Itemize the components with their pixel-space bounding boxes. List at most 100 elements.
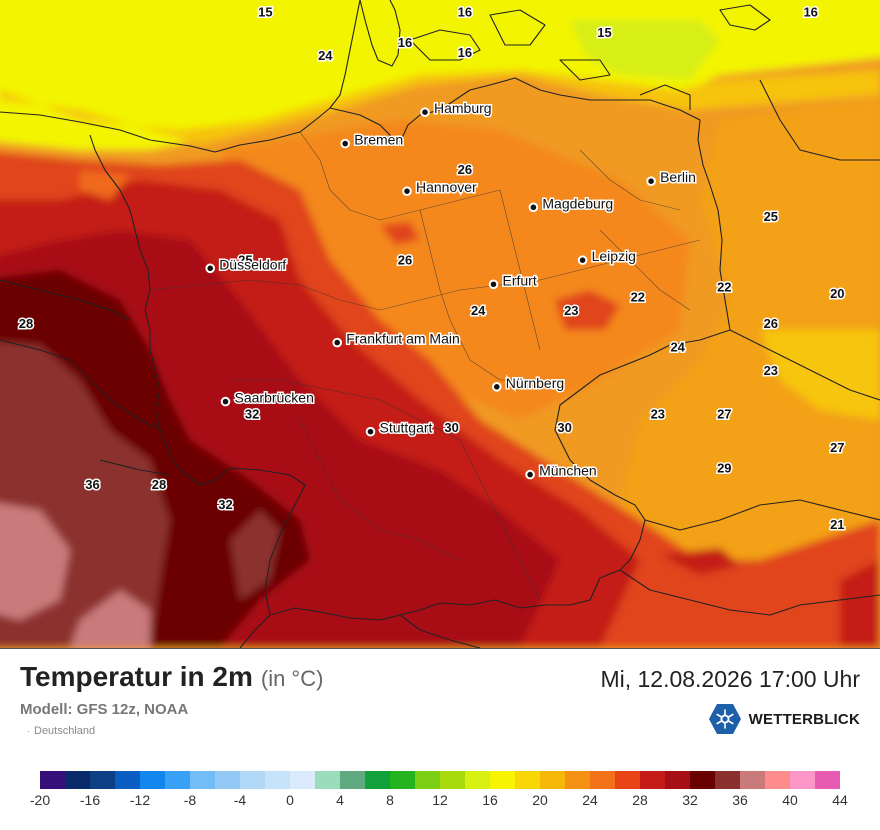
region-bullet-icon: · xyxy=(27,726,30,736)
legend-color-step xyxy=(740,771,765,789)
temperature-value: 15 xyxy=(258,5,272,20)
legend-color-step xyxy=(565,771,590,789)
legend-color-step xyxy=(365,771,390,789)
temperature-value: 26 xyxy=(458,162,472,177)
city-marker-magdeburg[interactable]: Magdeburg xyxy=(528,194,615,213)
legend-color-step xyxy=(265,771,290,789)
legend-tick-label: 8 xyxy=(386,792,394,808)
city-marker-bremen[interactable]: Bremen xyxy=(340,130,405,149)
city-label: Frankfurt am Main xyxy=(346,331,460,347)
temperature-value: 26 xyxy=(398,253,412,268)
legend-color-step xyxy=(340,771,365,789)
city-marker-nurnberg[interactable]: Nürnberg xyxy=(492,373,566,392)
legend-color-step xyxy=(815,771,840,789)
legend-tick-label: 16 xyxy=(482,792,498,808)
city-label: Hannover xyxy=(416,179,477,195)
temperature-value: 16 xyxy=(458,45,472,60)
city-label: Düsseldorf xyxy=(219,256,286,272)
legend-tick-label: -8 xyxy=(183,792,197,808)
legend-color-step xyxy=(440,771,465,789)
legend-color-step xyxy=(240,771,265,789)
temperature-value: 25 xyxy=(764,209,778,224)
city-dot-icon xyxy=(332,337,343,348)
temperature-value: 36 xyxy=(85,477,99,492)
temperature-value: 24 xyxy=(670,340,685,355)
city-marker-stuttgart[interactable]: Stuttgart xyxy=(365,418,434,437)
city-label: Magdeburg xyxy=(542,195,613,211)
temperature-value: 22 xyxy=(717,279,731,294)
legend-tick-label: 24 xyxy=(582,792,598,808)
city-marker-frankfurt-am-main[interactable]: Frankfurt am Main xyxy=(332,329,461,348)
city-dot-icon xyxy=(525,469,535,480)
temperature-value: 21 xyxy=(830,517,844,532)
legend-color-step xyxy=(540,771,565,789)
forecast-datetime: Mi, 12.08.2026 17:00 Uhr xyxy=(600,666,860,692)
city-marker-hannover[interactable]: Hannover xyxy=(402,178,479,197)
temperature-value: 32 xyxy=(245,407,259,422)
temperature-value: 24 xyxy=(471,303,486,318)
legend-tick-label: -4 xyxy=(233,792,247,808)
color-legend-bar xyxy=(40,771,840,789)
brand-logo[interactable]: WETTERBLICK xyxy=(708,703,860,735)
city-label: Bremen xyxy=(354,132,403,148)
legend-tick-label: -20 xyxy=(29,792,51,808)
legend-color-step xyxy=(715,771,740,789)
temperature-value: 16 xyxy=(803,5,817,20)
legend-tick-label: 28 xyxy=(632,792,648,808)
temperature-value: 24 xyxy=(318,48,333,63)
legend-color-step xyxy=(590,771,615,789)
city-dot-icon xyxy=(528,202,539,213)
legend-color-step xyxy=(115,771,140,789)
legend-tick-label: -12 xyxy=(129,792,151,808)
temperature-value: 20 xyxy=(830,286,844,301)
legend-color-step xyxy=(640,771,665,789)
city-marker-leipzig[interactable]: Leipzig xyxy=(577,247,637,266)
city-marker-erfurt[interactable]: Erfurt xyxy=(488,271,538,290)
city-dot-icon xyxy=(492,382,502,392)
legend-tick-label: 0 xyxy=(286,792,294,808)
legend-color-step xyxy=(765,771,790,789)
city-label: München xyxy=(539,463,597,479)
temperature-value: 27 xyxy=(830,440,844,455)
city-marker-munchen[interactable]: München xyxy=(525,461,598,480)
title-text: Temperatur in 2m xyxy=(20,661,253,692)
legend-color-step xyxy=(65,771,90,789)
temperature-value: 27 xyxy=(717,407,731,422)
city-dot-icon xyxy=(420,107,430,117)
legend-tick-label: -16 xyxy=(79,792,101,808)
model-info: Modell: GFS 12z, NOAA xyxy=(20,701,189,718)
legend-color-step xyxy=(690,771,715,789)
legend-color-step xyxy=(790,771,815,789)
legend-color-step xyxy=(515,771,540,789)
city-dot-icon xyxy=(205,263,215,274)
city-marker-saarbrucken[interactable]: Saarbrücken xyxy=(220,388,315,407)
temperature-value: 26 xyxy=(764,316,778,331)
legend-tick-label: 36 xyxy=(732,792,748,808)
city-label: Berlin xyxy=(660,169,696,185)
temperature-value: 23 xyxy=(764,363,778,378)
city-dot-icon xyxy=(220,396,231,407)
legend-color-step xyxy=(615,771,640,789)
city-label: Saarbrücken xyxy=(235,390,314,406)
temperature-value: 23 xyxy=(651,407,665,422)
temperature-value: 25 xyxy=(238,253,252,268)
temperature-value: 15 xyxy=(597,25,611,40)
legend-tick-label: 32 xyxy=(682,792,698,808)
unit-label: (in °C) xyxy=(260,666,324,691)
legend-tick-label: 4 xyxy=(336,792,344,808)
legend-tick-label: 40 xyxy=(782,792,798,808)
temperature-map: 1516161516162426252525262222202423282624… xyxy=(0,0,880,649)
legend-color-step xyxy=(190,771,215,789)
city-dot-icon xyxy=(402,186,412,196)
city-marker-dusseldorf[interactable]: Düsseldorf xyxy=(205,255,288,274)
temperature-value: 30 xyxy=(444,420,458,435)
city-dot-icon xyxy=(646,176,656,186)
legend-tick-label: 20 xyxy=(532,792,548,808)
city-marker-hamburg[interactable]: Hamburg xyxy=(420,99,493,118)
temperature-value: 16 xyxy=(398,35,412,50)
temperature-value: 23 xyxy=(564,303,578,318)
city-marker-berlin[interactable]: Berlin xyxy=(646,168,697,187)
city-label: Erfurt xyxy=(503,272,537,288)
legend-color-step xyxy=(465,771,490,789)
legend-color-step xyxy=(665,771,690,789)
